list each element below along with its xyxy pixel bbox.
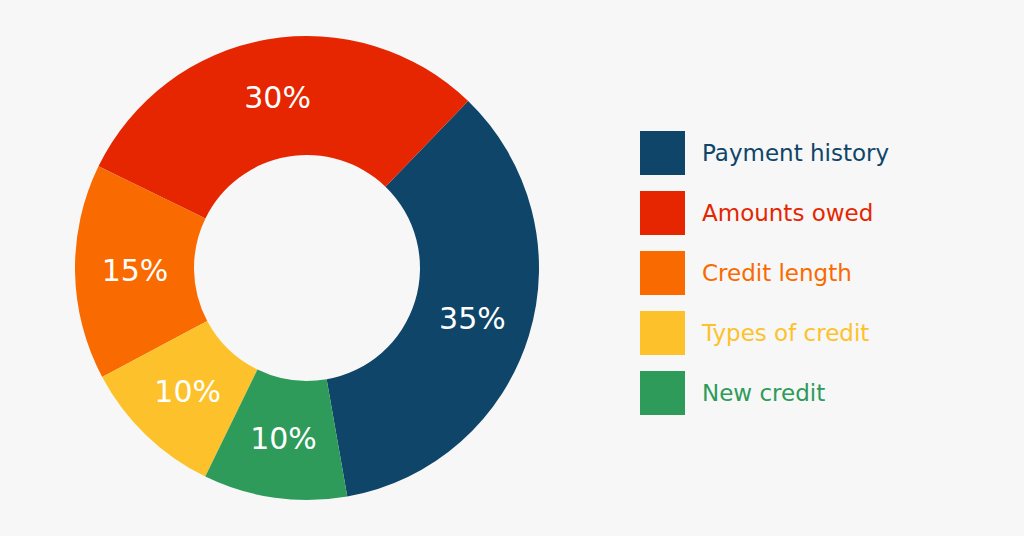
html-text:Credit length: Credit length [702, 260, 852, 286]
svg-text:10%: 10% [250, 421, 317, 456]
svg-text:15%: 15% [102, 253, 169, 288]
html-text:Payment history: Payment history [702, 140, 890, 166]
html-text:Amounts owed: Amounts owed [702, 200, 874, 226]
html-text:Types of credit: Types of credit [702, 320, 870, 346]
svg-text:10%: 10% [154, 374, 221, 409]
svg-text:35%: 35% [439, 301, 506, 336]
html-text:New credit: New credit [702, 380, 826, 406]
svg-text:30%: 30% [244, 80, 311, 115]
